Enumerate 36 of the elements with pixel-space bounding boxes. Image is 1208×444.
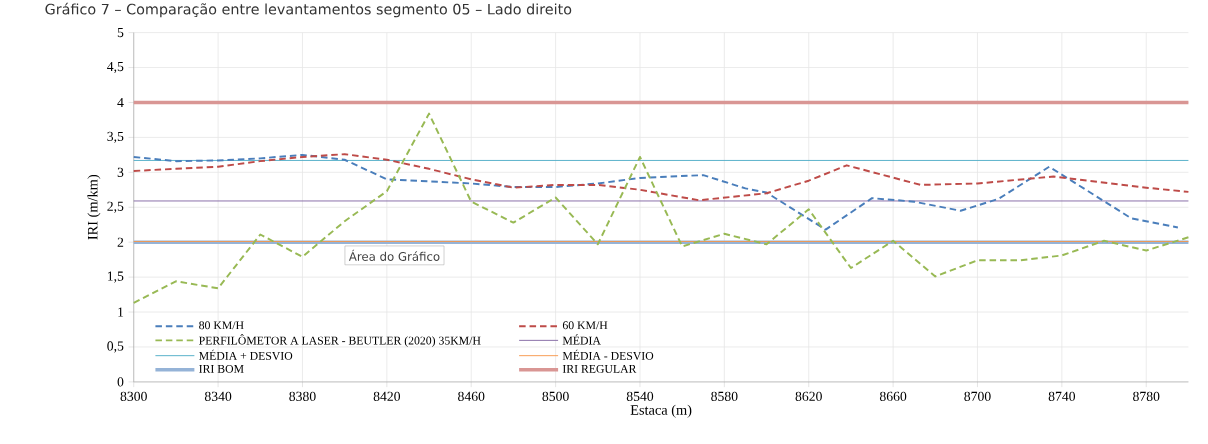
legend-label: MÉDIA + DESVIO (199, 349, 293, 361)
x-tick-label: 8780 (1133, 391, 1160, 402)
x-tick-label: 8660 (879, 391, 907, 402)
x-tick-label: 8300 (120, 391, 147, 402)
y-tick-label: 2,5 (107, 201, 124, 214)
x-tick-label: 8620 (795, 391, 822, 402)
chart-title: Gráfico 7 – Comparação entre levantamentos segmento 05 – Lado direito (45, 3, 572, 18)
y-tick-label: 0,5 (107, 341, 124, 353)
legend-label: MÉDIA (562, 334, 601, 345)
x-tick-label: 8540 (626, 391, 654, 402)
x-tick-label: 8580 (711, 391, 738, 402)
legend-label: 60 KM/H (562, 321, 608, 330)
x-tick-label: 8340 (204, 391, 232, 402)
legend-label: IRI BOM (199, 365, 244, 374)
legend-label: 80 KM/H (199, 321, 244, 330)
y-tick-label: 1,5 (107, 271, 124, 283)
y-tick-label: 2 (117, 237, 124, 247)
legend-label: MÉDIA - DESVIO (562, 349, 654, 361)
y-tick-label: 3 (117, 167, 124, 178)
x-tick-label: 8380 (289, 391, 316, 402)
annotation: Área do Gráfico (348, 250, 440, 262)
y-tick-label: 4 (117, 98, 124, 108)
y-tick-label: 4,5 (107, 62, 124, 74)
y-tick-label: 3,5 (107, 132, 124, 144)
y-tick-label: 1 (118, 307, 124, 317)
legend-label: IRI REGULAR (562, 365, 637, 374)
y-axis-title: IRI (m/km) (87, 175, 101, 240)
x-tick-label: 8420 (373, 391, 401, 402)
y-tick-label: 5 (117, 28, 124, 38)
x-tick-label: 8700 (964, 391, 991, 402)
y-tick-label: 0 (117, 377, 124, 387)
legend-label: PERFILÔMETOR A LASER - BEUTLER (2020) 35KM/H (199, 334, 481, 348)
x-tick-label: 8500 (542, 391, 569, 402)
x-tick-label: 8460 (458, 391, 485, 402)
x-tick-label: 8740 (1048, 391, 1076, 402)
x-axis-title: Estaca (m) (630, 404, 692, 418)
